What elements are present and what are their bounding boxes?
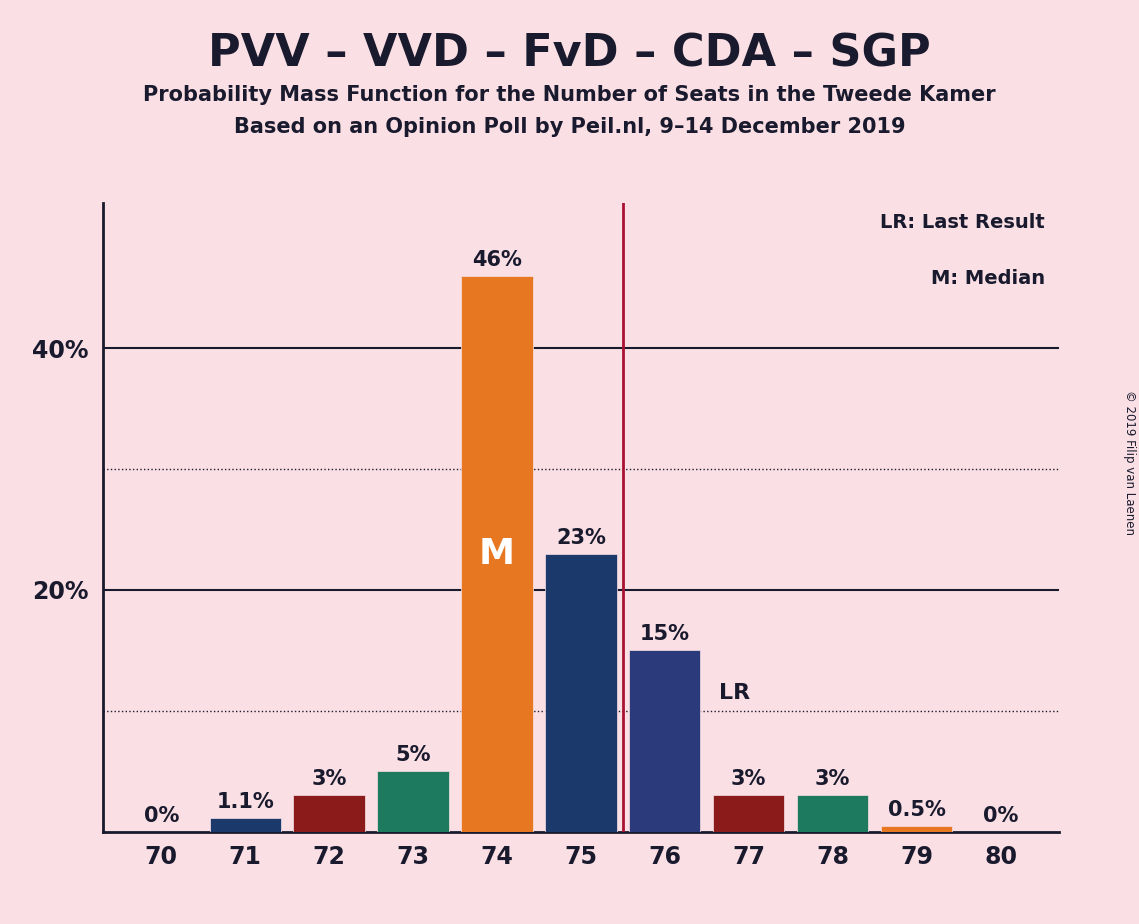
Bar xyxy=(629,650,700,832)
Text: 3%: 3% xyxy=(311,770,346,789)
Text: 15%: 15% xyxy=(640,625,690,644)
Text: Probability Mass Function for the Number of Seats in the Tweede Kamer: Probability Mass Function for the Number… xyxy=(144,85,995,105)
Text: Based on an Opinion Poll by Peil.nl, 9–14 December 2019: Based on an Opinion Poll by Peil.nl, 9–1… xyxy=(233,117,906,138)
Bar xyxy=(461,275,533,832)
Bar xyxy=(294,796,364,832)
Text: LR: Last Result: LR: Last Result xyxy=(880,213,1044,232)
Text: 0.5%: 0.5% xyxy=(887,799,945,820)
Text: M: Median: M: Median xyxy=(931,269,1044,288)
Text: © 2019 Filip van Laenen: © 2019 Filip van Laenen xyxy=(1123,390,1137,534)
Text: 0%: 0% xyxy=(144,806,179,825)
Text: 0%: 0% xyxy=(983,806,1018,825)
Text: 23%: 23% xyxy=(556,528,606,548)
Bar xyxy=(797,796,868,832)
Text: 3%: 3% xyxy=(731,770,767,789)
Text: 1.1%: 1.1% xyxy=(216,792,274,812)
Bar xyxy=(880,825,952,832)
Text: PVV – VVD – FvD – CDA – SGP: PVV – VVD – FvD – CDA – SGP xyxy=(208,32,931,76)
Text: 5%: 5% xyxy=(395,745,431,765)
Text: M: M xyxy=(480,537,515,571)
Text: 3%: 3% xyxy=(816,770,851,789)
Bar xyxy=(713,796,785,832)
Bar xyxy=(546,553,616,832)
Bar xyxy=(377,772,449,832)
Text: 46%: 46% xyxy=(472,249,522,270)
Text: LR: LR xyxy=(720,683,751,702)
Bar xyxy=(210,819,281,832)
